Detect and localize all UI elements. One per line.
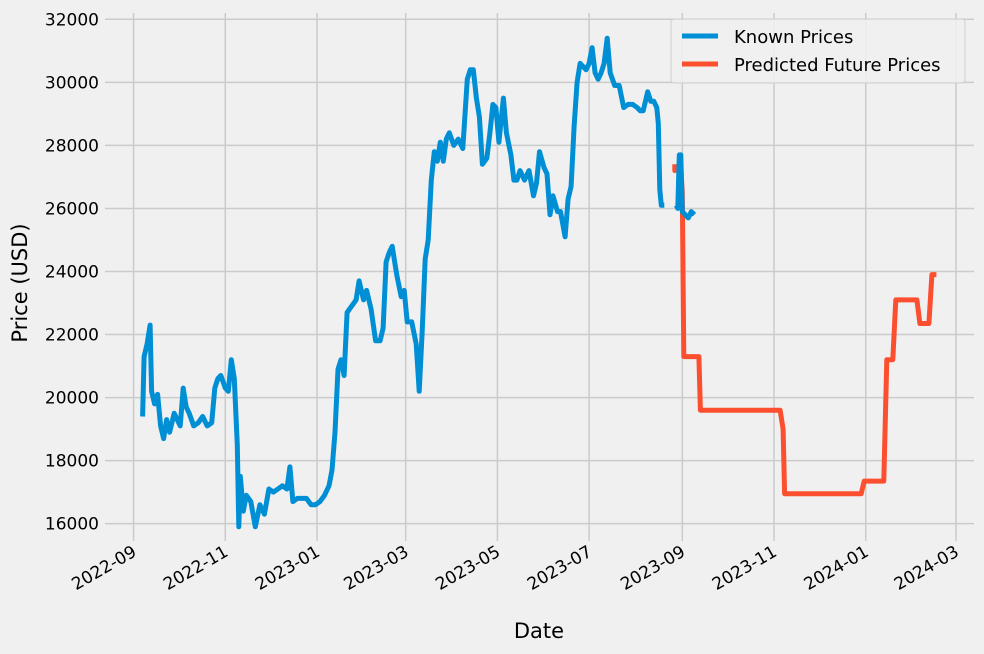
y-tick-label: 24000 [45, 262, 99, 282]
series-line-1 [672, 164, 937, 497]
y-tick-label: 16000 [45, 515, 99, 535]
series-line-2 [674, 152, 697, 221]
series-layer [140, 35, 937, 530]
legend-label-known: Known Prices [734, 27, 853, 48]
series-line-0 [140, 35, 665, 530]
y-axis-label: Price (USD) [8, 223, 32, 342]
y-tick-label: 26000 [45, 199, 99, 219]
grid-lines [105, 13, 974, 541]
y-tick-label: 28000 [45, 136, 99, 156]
y-tick-label: 32000 [45, 10, 99, 30]
y-tick-label: 18000 [45, 452, 99, 472]
x-axis-label: Date [514, 619, 564, 643]
legend-box [670, 18, 966, 84]
y-tick-label: 20000 [45, 389, 99, 409]
y-tick-label: 30000 [45, 73, 99, 93]
legend-label-predicted: Predicted Future Prices [734, 55, 941, 76]
legend: Known Prices Predicted Future Prices [670, 18, 966, 84]
y-tick-label: 22000 [45, 326, 99, 346]
